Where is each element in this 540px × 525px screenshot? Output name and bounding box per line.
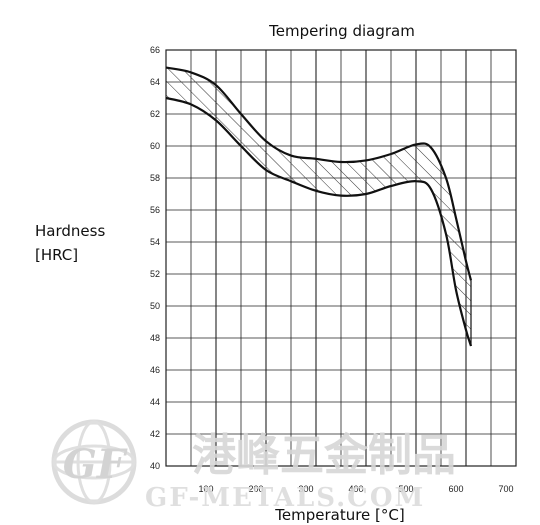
- y-tick-label: 42: [150, 429, 160, 439]
- x-tick-label: 200: [248, 484, 263, 494]
- x-tick-label: 500: [398, 484, 413, 494]
- lower-hardness-line: [165, 96, 473, 347]
- hardness-band: [165, 66, 473, 347]
- y-tick-label: 50: [150, 301, 160, 311]
- watermark-english: GF-METALS.COM: [145, 483, 425, 513]
- watermark-chinese: 港峰五金制品: [192, 430, 456, 481]
- y-tick-label: 54: [150, 237, 160, 247]
- y-tick-label: 48: [150, 333, 160, 343]
- gf-logo-text: GF: [63, 441, 128, 488]
- y-tick-label: 64: [150, 77, 160, 87]
- y-tick-label: 52: [150, 269, 160, 279]
- x-tick-label: 300: [298, 484, 313, 494]
- y-tick-label: 62: [150, 109, 160, 119]
- x-tick-label: 400: [348, 484, 363, 494]
- upper-hardness-line: [165, 66, 473, 281]
- x-tick-labels: 100 200 300 400 500 600 700: [198, 484, 513, 494]
- x-tick-label: 100: [198, 484, 213, 494]
- y-tick-label: 60: [150, 141, 160, 151]
- y-tick-label: 56: [150, 205, 160, 215]
- y-axis-label-line2: [HRC]: [35, 246, 78, 264]
- gf-logo: GF: [51, 419, 137, 505]
- y-tick-label: 66: [150, 45, 160, 55]
- y-tick-label: 44: [150, 397, 160, 407]
- x-tick-label: 700: [498, 484, 513, 494]
- y-tick-label: 46: [150, 365, 160, 375]
- chart-title: Tempering diagram: [268, 22, 415, 40]
- watermark: GF 港峰五金制品 GF-METALS.COM: [51, 419, 456, 513]
- y-tick-label: 40: [150, 461, 160, 471]
- x-tick-label: 600: [448, 484, 463, 494]
- x-axis-label: Temperature [°C]: [274, 506, 404, 524]
- y-axis-label-line1: Hardness: [35, 222, 105, 240]
- hardness-band-fill: [166, 67, 471, 346]
- y-tick-label: 58: [150, 173, 160, 183]
- y-tick-labels: 40 42 44 46 48 50 52 54 56 58 60 62 64 66: [150, 45, 160, 471]
